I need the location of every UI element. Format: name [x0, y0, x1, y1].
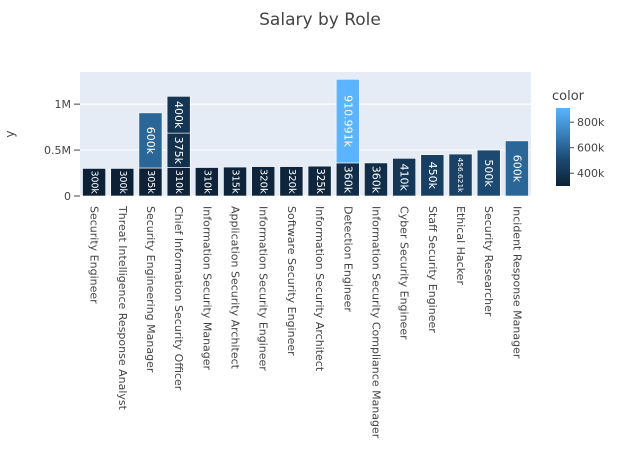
x-tick-label: Incident Response Manager [510, 206, 523, 359]
y-axis: 0 0.5M 1M [44, 98, 80, 203]
bar-segment [392, 158, 417, 197]
x-tick-label: Information Security Compliance Manager [369, 206, 382, 439]
bar-data-label: 300k [117, 171, 128, 195]
bar-data-label: 315k [230, 169, 241, 194]
y-tick-label: 0 [64, 190, 71, 203]
x-tick-label: Security Engineer [88, 206, 101, 304]
bar-data-label: 600k [510, 155, 523, 183]
x-tick-label: Detection Engineer [341, 206, 354, 312]
bar-data-label: 305k [145, 170, 156, 194]
bar-segment [166, 96, 191, 134]
bar-segment [279, 166, 304, 197]
bar-data-label: 310k [173, 170, 184, 194]
bar-segment [364, 162, 388, 197]
x-tick-label: Security Engineering Manager [144, 206, 157, 373]
bar-data-label: 360k [341, 166, 354, 194]
x-tick-label: Security Researcher [482, 206, 495, 317]
x-tick-label: Information Security Architect [313, 206, 326, 372]
bar-segment [420, 154, 445, 197]
x-tick-label: Ethical Hacker [454, 206, 467, 285]
bars: 300k 300k 305k 600k 310k 375k 400k 310k 315k 320k… [82, 78, 529, 197]
bar-segment [82, 168, 106, 197]
colorbar-tick-label: 400k [577, 167, 605, 180]
colorbar-gradient [556, 108, 570, 186]
bar-segment [251, 166, 276, 197]
colorbar-title: color [552, 89, 585, 104]
bar-segment [138, 112, 163, 169]
x-tick-label: Threat Intelligence Response Analyst [116, 205, 129, 411]
y-tick-label: 1M [55, 98, 72, 111]
bar-data-label: 300k [89, 171, 100, 195]
bar-data-label: 500k [482, 159, 495, 187]
bar-data-label: 600k [144, 127, 157, 155]
bar-data-label: 360k [369, 166, 382, 194]
x-axis: Security Engineer Threat Intelligence Res… [88, 205, 524, 439]
bar-segment [476, 149, 501, 197]
x-tick-label: Information Security Engineer [257, 206, 270, 371]
bar-data-label: 910.991k [341, 95, 354, 147]
x-tick-label: Information Security Manager [200, 206, 213, 371]
y-tick-label: 0.5M [44, 144, 71, 157]
bar-segment [335, 78, 360, 164]
colorbar: color 400k 600k 800k [552, 89, 605, 186]
bar-segment [223, 166, 247, 197]
bar-data-label: 450k [426, 162, 439, 190]
bar-segment [194, 167, 219, 197]
bar-data-label: 456.621k [456, 158, 465, 193]
colorbar-tick-label: 600k [577, 142, 605, 155]
bar-segment [110, 168, 135, 197]
x-tick-label: Application Security Architect [229, 206, 242, 370]
bar-data-label: 325k [314, 168, 325, 193]
x-tick-label: Chief Information Security Officer [172, 206, 185, 391]
colorbar-ticks: 400k 600k 800k [570, 116, 605, 180]
bar-segment [307, 165, 332, 197]
bar-segment [448, 153, 473, 197]
bar-data-label: 320k [286, 169, 297, 194]
bar-segment [505, 140, 529, 197]
x-tick-label: Software Security Engineer [285, 206, 298, 356]
colorbar-tick-label: 800k [577, 116, 605, 129]
bar-data-label: 320k [258, 169, 269, 194]
chart-title: Salary by Role [259, 10, 381, 30]
x-tick-label: Cyber Security Engineer [398, 206, 411, 340]
bar-data-label: 310k [201, 170, 212, 194]
x-tick-label: Staff Security Engineer [426, 206, 439, 333]
bar-data-label: 400k [172, 101, 185, 129]
bar-data-label: 375k [172, 137, 185, 165]
y-axis-label: y [3, 130, 17, 137]
bar-data-label: 410k [398, 163, 411, 191]
